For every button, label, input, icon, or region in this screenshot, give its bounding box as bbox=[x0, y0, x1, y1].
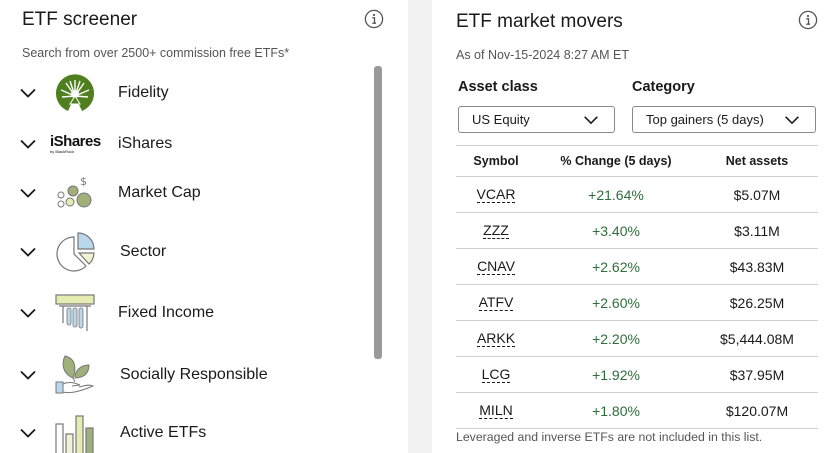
asset-class-label: Asset class bbox=[458, 79, 538, 95]
bar-chart-icon bbox=[48, 408, 102, 453]
scrollbar-thumb[interactable] bbox=[374, 66, 382, 359]
table-row: CNAV +2.62% $43.83M bbox=[456, 249, 818, 285]
table-row: VCAR +21.64% $5.07M bbox=[456, 177, 818, 213]
symbol-link[interactable]: ARKK bbox=[476, 329, 516, 347]
etf-market-movers-panel bbox=[432, 0, 835, 453]
filter-item-label: Active ETFs bbox=[120, 424, 207, 441]
ishares-logo-icon: iShares by BlackRock bbox=[50, 133, 101, 154]
as-of-timestamp: As of Nov-15-2024 8:27 AM ET bbox=[456, 48, 630, 62]
fidelity-logo-icon bbox=[48, 68, 102, 118]
table-row: ARKK +2.20% $5,444.08M bbox=[456, 321, 818, 357]
filter-item-label: iShares bbox=[118, 135, 173, 152]
net-assets: $5.07M bbox=[733, 186, 781, 203]
percent-change: +3.40% bbox=[592, 222, 640, 239]
net-assets: $120.07M bbox=[725, 402, 789, 419]
symbol-link[interactable]: LCG bbox=[481, 365, 511, 383]
chevron-down-icon bbox=[20, 88, 36, 98]
filter-item-fixed-income[interactable]: Fixed Income bbox=[18, 288, 358, 338]
table-row: ATFV +2.60% $26.25M bbox=[456, 285, 818, 321]
filter-item-market-cap[interactable]: $ Market Cap bbox=[18, 168, 358, 218]
net-assets: $43.83M bbox=[729, 258, 785, 275]
filter-item-label: Market Cap bbox=[118, 184, 201, 201]
chevron-down-icon bbox=[785, 116, 799, 125]
screener-title: ETF screener bbox=[22, 9, 138, 30]
table-row: LCG +1.92% $37.95M bbox=[456, 357, 818, 393]
column-header-net-assets: Net assets bbox=[725, 154, 789, 168]
asset-class-select[interactable]: US Equity bbox=[458, 106, 615, 133]
filter-item-label: Fixed Income bbox=[118, 304, 215, 321]
chevron-down-icon bbox=[20, 247, 36, 257]
info-circle-icon[interactable] bbox=[364, 9, 384, 29]
info-circle-icon[interactable] bbox=[798, 10, 818, 30]
net-assets: $5,444.08M bbox=[720, 330, 794, 347]
table-header: Symbol % Change (5 days) Net assets bbox=[456, 145, 818, 177]
filter-item-fidelity[interactable]: Fidelity bbox=[18, 68, 358, 118]
asset-class-value: US Equity bbox=[472, 112, 530, 127]
symbol-link[interactable]: ZZZ bbox=[483, 221, 509, 239]
symbol-link[interactable]: MILN bbox=[479, 401, 513, 419]
symbol-link[interactable]: CNAV bbox=[477, 257, 515, 275]
scrollbar[interactable] bbox=[374, 66, 382, 359]
table-row: ZZZ +3.40% $3.11M bbox=[456, 213, 818, 249]
chevron-down-icon bbox=[20, 428, 36, 438]
category-select[interactable]: Top gainers (5 days) bbox=[632, 106, 816, 133]
chevron-down-icon bbox=[584, 116, 598, 125]
filter-item-label: Socially Responsible bbox=[120, 366, 268, 383]
hand-plant-icon bbox=[48, 350, 102, 400]
filter-item-label: Sector bbox=[120, 243, 167, 260]
filter-item-active-etfs[interactable]: Active ETFs bbox=[18, 408, 358, 453]
filter-item-label: Fidelity bbox=[118, 84, 169, 101]
svg-text:$: $ bbox=[80, 175, 87, 188]
chevron-down-icon bbox=[20, 188, 36, 198]
movers-title: ETF market movers bbox=[456, 11, 623, 32]
column-header-symbol: Symbol bbox=[473, 154, 519, 168]
etf-screener-panel: ETF screener Search from over 2500+ comm… bbox=[0, 0, 408, 453]
net-assets: $37.95M bbox=[729, 366, 785, 383]
screener-subtitle: Search from over 2500+ commission free E… bbox=[22, 46, 290, 60]
percent-change: +2.20% bbox=[592, 330, 640, 347]
chevron-down-icon bbox=[20, 139, 36, 149]
symbol-link[interactable]: ATFV bbox=[478, 293, 514, 311]
category-label: Category bbox=[632, 79, 695, 95]
percent-change: +2.62% bbox=[592, 258, 640, 275]
net-assets: $26.25M bbox=[729, 294, 785, 311]
percent-change: +2.60% bbox=[592, 294, 640, 311]
percent-change: +1.92% bbox=[592, 366, 640, 383]
column-pillar-icon bbox=[48, 288, 102, 338]
percent-change: +1.80% bbox=[592, 402, 640, 419]
column-header-change: % Change (5 days) bbox=[560, 154, 672, 168]
filter-item-socially-responsible[interactable]: Socially Responsible bbox=[18, 350, 358, 400]
table-row: MILN +1.80% $120.07M bbox=[456, 393, 818, 429]
symbol-link[interactable]: VCAR bbox=[476, 185, 516, 203]
coins-icon: $ bbox=[48, 168, 102, 218]
filter-item-sector[interactable]: Sector bbox=[18, 227, 358, 277]
chevron-down-icon bbox=[20, 370, 36, 380]
footnote: Leveraged and inverse ETFs are not inclu… bbox=[456, 430, 763, 444]
market-movers-table: Symbol % Change (5 days) Net assets VCAR… bbox=[456, 145, 818, 429]
pie-chart-icon bbox=[48, 227, 102, 277]
category-value: Top gainers (5 days) bbox=[646, 112, 764, 127]
filter-item-ishares[interactable]: iShares by BlackRock iShares bbox=[18, 119, 358, 169]
net-assets: $3.11M bbox=[734, 222, 780, 239]
chevron-down-icon bbox=[20, 308, 36, 318]
percent-change: +21.64% bbox=[588, 186, 644, 203]
